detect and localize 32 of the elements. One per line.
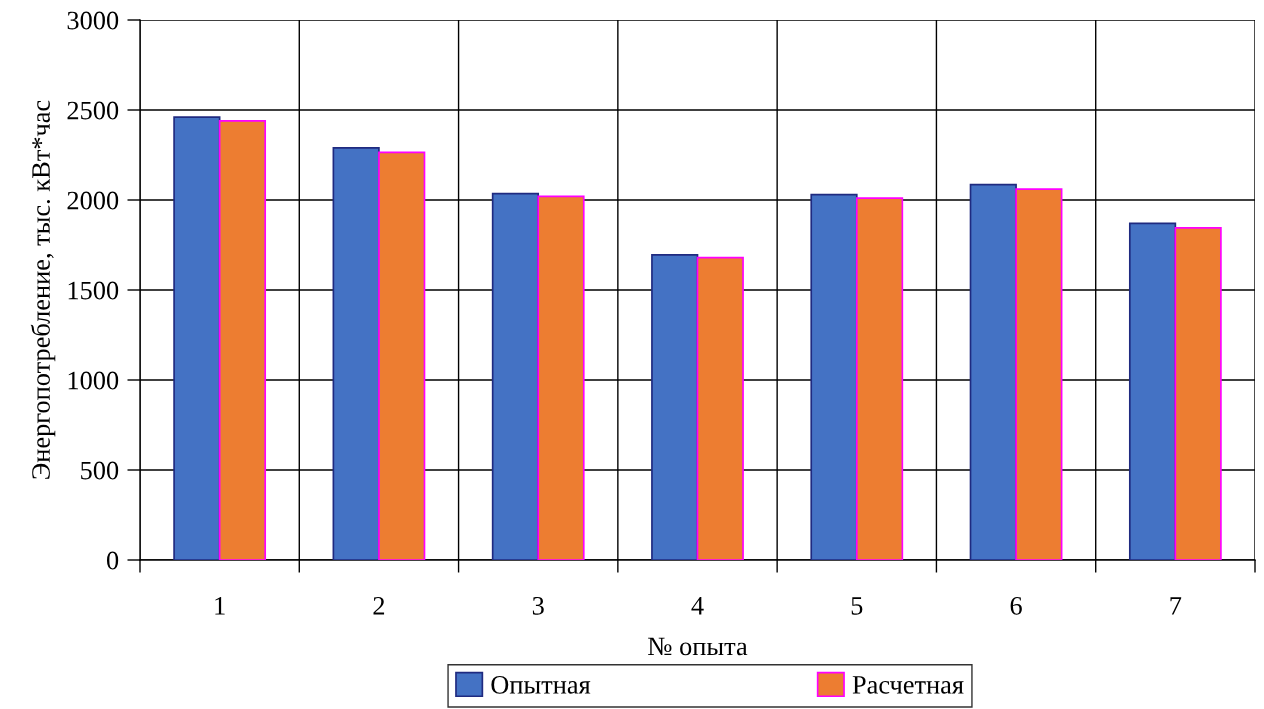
y-tick-label: 0 — [106, 551, 119, 570]
y-tick-label: 1500 — [68, 281, 119, 300]
bar — [969, 183, 1017, 560]
y-tick-label: 3000 — [67, 11, 119, 30]
bar — [651, 254, 699, 560]
bar — [491, 192, 540, 560]
bar — [855, 197, 904, 560]
bar — [696, 256, 744, 560]
x-axis-title: № опыта — [648, 637, 748, 656]
bar — [332, 146, 380, 560]
x-tick-label: 7 — [1170, 597, 1182, 615]
x-tick-label: 4 — [691, 597, 704, 615]
y-axis-title: Энергопотребление, тыс. кВт*час — [30, 100, 56, 479]
x-tick-label: 2 — [373, 596, 385, 615]
x-tick-label: 1 — [215, 597, 225, 615]
legend-label: Расчетная — [852, 676, 964, 694]
bar — [218, 119, 267, 560]
bar — [1174, 227, 1222, 560]
legend-label: Опытная — [491, 675, 591, 694]
y-tick-label: 500 — [81, 461, 119, 480]
bar — [537, 195, 585, 560]
bar — [810, 193, 858, 560]
y-tick-label: 2000 — [67, 191, 119, 210]
bar — [1128, 222, 1177, 560]
bar — [378, 151, 426, 560]
x-tick-label: 5 — [851, 597, 863, 615]
bar — [173, 116, 221, 560]
y-tick-label: 2500 — [67, 101, 119, 120]
bar — [1015, 188, 1063, 560]
y-tick-label: 1000 — [68, 371, 119, 390]
x-tick-label: 3 — [532, 596, 544, 615]
x-tick-label: 6 — [1010, 596, 1022, 615]
